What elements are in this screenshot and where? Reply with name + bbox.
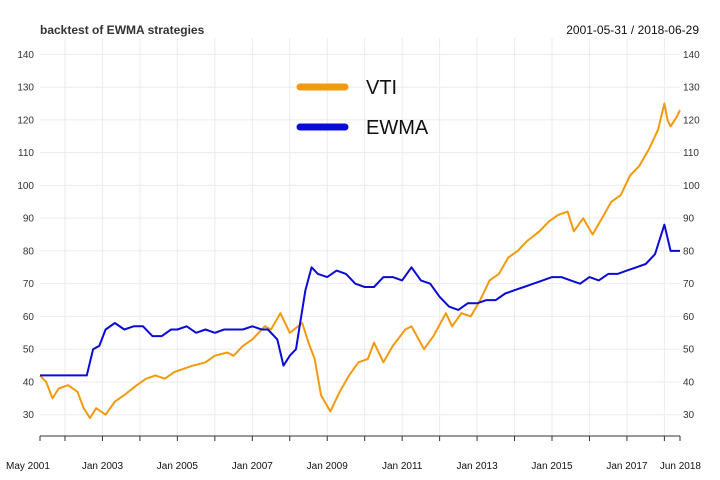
date-range-label: 2001-05-31 / 2018-06-29 [566, 23, 699, 37]
y-tick-label-left: 80 [23, 246, 35, 257]
y-tick-label-right: 100 [683, 181, 700, 192]
y-tick-label-left: 60 [23, 312, 35, 323]
x-axis: May 2001 Jan 2003 Jan 2005 Jan 2007 Jan 2009… [6, 435, 702, 472]
y-tick-label-right: 50 [683, 345, 695, 356]
legend-label-ewma: EWMA [366, 117, 429, 139]
x-tick-label: May 2001 [6, 461, 50, 472]
y-tick-label-right: 130 [683, 83, 700, 94]
y-tick-label-left: 50 [23, 345, 35, 356]
right-axis: 30 40 50 60 70 80 90 100 110 120 130 140 [683, 50, 700, 421]
legend-label-vti: VTI [366, 77, 397, 99]
legend: VTI EWMA [296, 77, 429, 139]
y-tick-label-right: 60 [683, 312, 695, 323]
y-tick-label-right: 40 [683, 377, 695, 388]
x-tick-label: Jun 2018 [660, 461, 702, 472]
y-tick-label-left: 120 [17, 115, 34, 126]
y-tick-label-left: 110 [18, 148, 34, 159]
y-tick-label-right: 80 [683, 246, 695, 257]
x-tick-label: Jan 2003 [82, 461, 124, 472]
y-tick-label-right: 30 [683, 410, 695, 421]
y-tick-label-left: 30 [23, 410, 35, 421]
x-tick-label: Jan 2013 [456, 461, 498, 472]
y-tick-label-left: 40 [23, 377, 35, 388]
y-tick-label-right: 110 [683, 148, 699, 159]
x-tick-label: Jan 2007 [232, 461, 274, 472]
chart-title: backtest of EWMA strategies [40, 23, 205, 37]
x-tick-label: Jan 2005 [157, 461, 199, 472]
y-tick-label-left: 90 [23, 214, 35, 225]
series-layer [39, 102, 681, 419]
y-tick-label-right: 140 [683, 50, 700, 61]
series-line-vti [39, 102, 681, 419]
x-tick-label: Jan 2011 [382, 461, 423, 472]
y-tick-label-right: 90 [683, 214, 695, 225]
x-tick-label: Jan 2009 [307, 461, 349, 472]
x-tick-label: Jan 2017 [606, 461, 648, 472]
y-tick-label-left: 100 [17, 181, 34, 192]
y-tick-label-left: 140 [17, 50, 34, 61]
grid-lines [40, 38, 680, 436]
left-axis: 30 40 50 60 70 80 90 100 110 120 130 140 [17, 50, 34, 421]
y-tick-label-right: 120 [683, 115, 700, 126]
y-tick-label-left: 70 [23, 279, 35, 290]
y-tick-label-left: 130 [17, 83, 34, 94]
series-line-ewma [40, 223, 680, 377]
y-tick-label-right: 70 [683, 279, 695, 290]
x-tick-label: Jan 2015 [531, 461, 573, 472]
